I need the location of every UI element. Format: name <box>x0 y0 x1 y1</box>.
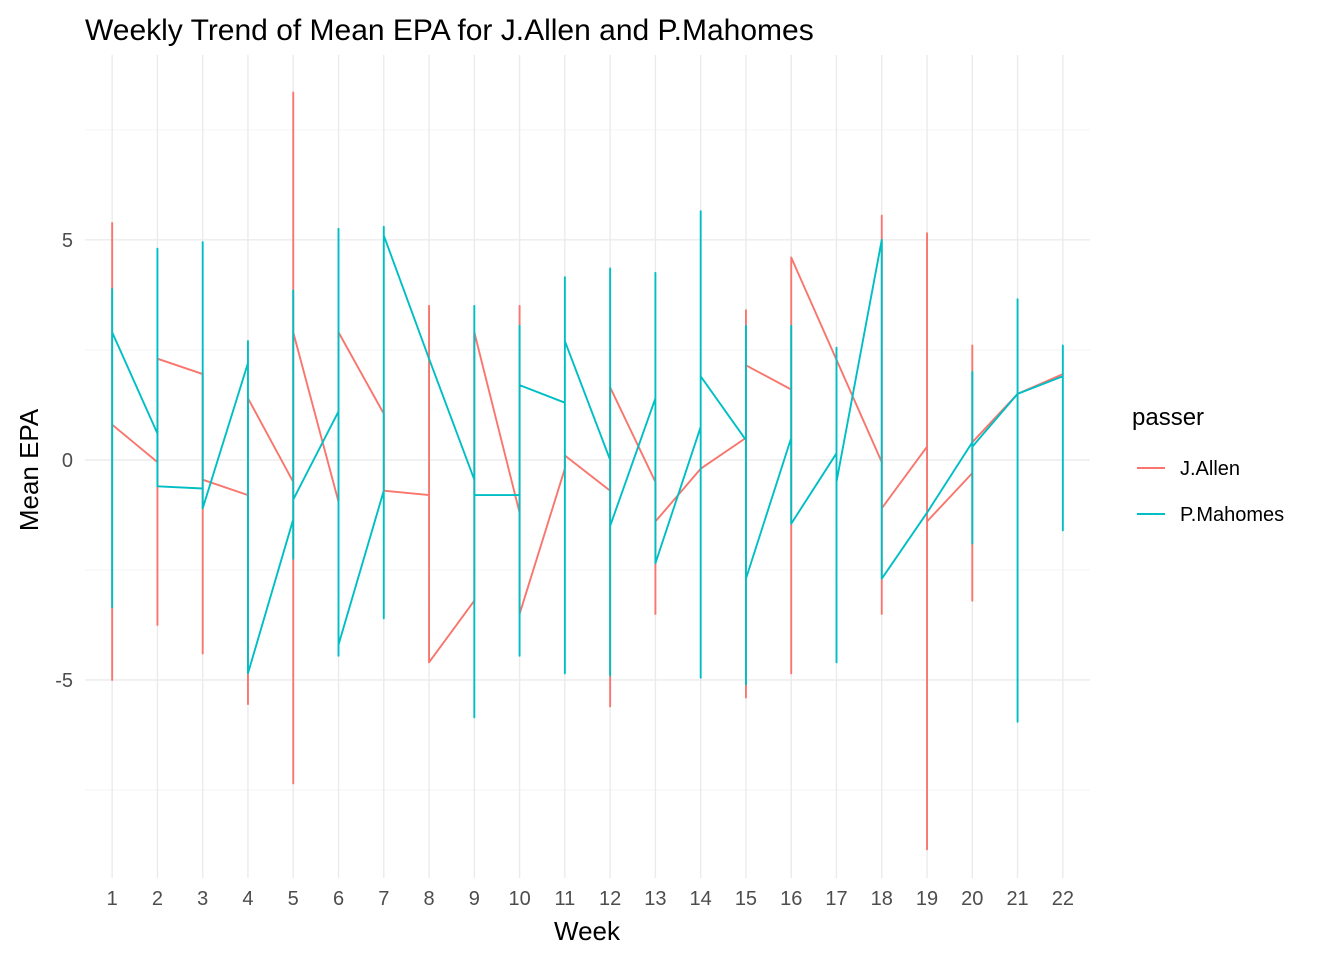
x-tick-label: 20 <box>961 888 983 910</box>
x-tick-label: 1 <box>107 888 118 910</box>
legend-label: J.Allen <box>1180 458 1240 480</box>
y-axis-title: Mean EPA <box>14 408 44 531</box>
x-axis-ticks: 1 2 3 4 5 6 7 8 9 10 11 12 13 14 15 16 17 18 19 20 21 22 <box>107 888 1074 910</box>
y-tick-label: 5 <box>62 230 73 252</box>
legend: passer J.Allen P.Mahomes <box>1132 404 1284 526</box>
y-tick-label: 0 <box>62 450 73 472</box>
x-tick-label: 16 <box>780 888 802 910</box>
x-tick-label: 3 <box>197 888 208 910</box>
x-tick-label: 9 <box>469 888 480 910</box>
x-axis-title: Week <box>554 916 621 946</box>
legend-label: P.Mahomes <box>1180 504 1284 526</box>
x-tick-label: 7 <box>378 888 389 910</box>
x-tick-label: 12 <box>599 888 621 910</box>
x-tick-label: 19 <box>916 888 938 910</box>
x-tick-label: 14 <box>690 888 712 910</box>
x-tick-label: 10 <box>508 888 530 910</box>
y-tick-label: -5 <box>55 670 73 692</box>
x-tick-label: 8 <box>423 888 434 910</box>
x-tick-label: 21 <box>1006 888 1028 910</box>
x-tick-label: 18 <box>871 888 893 910</box>
x-tick-label: 22 <box>1052 888 1074 910</box>
x-tick-label: 11 <box>554 888 575 910</box>
x-tick-label: 13 <box>644 888 666 910</box>
series-line-p-mahomes <box>111 210 1064 723</box>
x-tick-label: 2 <box>152 888 163 910</box>
chart-title: Weekly Trend of Mean EPA for J.Allen and… <box>85 14 814 47</box>
x-tick-label: 5 <box>288 888 299 910</box>
legend-title: passer <box>1132 404 1204 431</box>
x-tick-label: 15 <box>735 888 757 910</box>
grid <box>85 55 1090 878</box>
y-axis-ticks: -5 0 5 <box>55 230 73 692</box>
x-tick-label: 6 <box>333 888 344 910</box>
x-tick-label: 4 <box>242 888 253 910</box>
series-layer <box>111 91 1064 851</box>
series-line-j-allen <box>111 91 1064 851</box>
x-tick-label: 17 <box>825 888 847 910</box>
